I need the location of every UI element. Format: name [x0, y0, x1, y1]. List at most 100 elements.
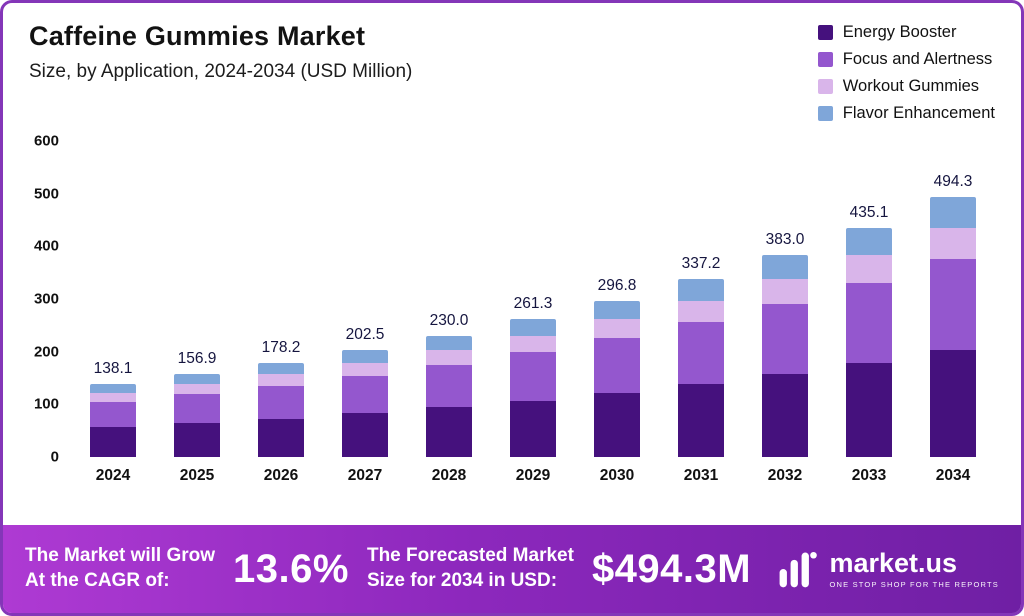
bar-stack[interactable] [846, 227, 892, 457]
segment-focus-and-alertness[interactable] [594, 338, 640, 393]
segment-flavor-enhancement[interactable] [90, 384, 136, 394]
cagr-label-line2: At the CAGR of: [25, 570, 170, 591]
segment-flavor-enhancement[interactable] [930, 196, 976, 228]
segment-energy-booster[interactable] [510, 400, 556, 457]
segment-focus-and-alertness[interactable] [426, 364, 472, 408]
x-axis-label: 2028 [431, 467, 467, 484]
forecast-label: The Forecasted Market Size for 2034 in U… [367, 544, 574, 593]
segment-energy-booster[interactable] [846, 363, 892, 457]
bar-2026[interactable]: 178.2 [250, 339, 312, 457]
legend-label: Energy Booster [842, 23, 957, 41]
segment-energy-booster[interactable] [258, 418, 304, 457]
segment-workout-gummies[interactable] [594, 319, 640, 339]
segment-flavor-enhancement[interactable] [426, 335, 472, 351]
legend-swatch-flavor-enhancement [817, 106, 833, 121]
bar-2025[interactable]: 156.9 [166, 350, 228, 457]
segment-workout-gummies[interactable] [174, 384, 220, 395]
segment-workout-gummies[interactable] [90, 393, 136, 402]
segment-workout-gummies[interactable] [762, 279, 808, 304]
segment-focus-and-alertness[interactable] [90, 401, 136, 428]
segment-workout-gummies[interactable] [846, 255, 892, 283]
segment-energy-booster[interactable] [930, 350, 976, 457]
segment-energy-booster[interactable] [594, 392, 640, 457]
segment-flavor-enhancement[interactable] [678, 279, 724, 301]
segment-energy-booster[interactable] [90, 427, 136, 457]
x-axis-label: 2027 [347, 467, 383, 484]
bar-total-label: 337.2 [681, 255, 721, 273]
legend-label: Flavor Enhancement [842, 104, 995, 122]
segment-workout-gummies[interactable] [930, 227, 976, 260]
chart-legend: Energy Booster Focus and Alertness Workout… [817, 23, 995, 123]
segment-energy-booster[interactable] [762, 374, 808, 457]
segment-flavor-enhancement[interactable] [846, 227, 892, 256]
segment-workout-gummies[interactable] [426, 350, 472, 365]
bar-stack[interactable] [426, 335, 472, 457]
bar-stack[interactable] [762, 255, 808, 457]
legend-item-energy-booster[interactable]: Energy Booster [817, 23, 995, 42]
segment-energy-booster[interactable] [174, 423, 220, 457]
segment-workout-gummies[interactable] [510, 335, 556, 353]
bar-2028[interactable]: 230.0 [418, 312, 480, 457]
bar-stack[interactable] [594, 300, 640, 457]
bar-stack[interactable] [678, 279, 724, 457]
legend-swatch-energy-booster [817, 25, 833, 40]
segment-flavor-enhancement[interactable] [342, 350, 388, 364]
bar-2033[interactable]: 435.1 [838, 204, 900, 457]
segment-workout-gummies[interactable] [678, 300, 724, 323]
y-tick-label: 200 [33, 343, 59, 361]
bar-2032[interactable]: 383.0 [754, 231, 816, 457]
segment-flavor-enhancement[interactable] [510, 319, 556, 336]
segment-energy-booster[interactable] [342, 413, 388, 457]
chart-area: 0 100 200 300 400 500 600 138.1 156.9 178.2 202.5… [3, 109, 1021, 525]
bar-2030[interactable]: 296.8 [586, 277, 648, 457]
segment-focus-and-alertness[interactable] [510, 352, 556, 401]
forecast-value: $494.3M [591, 546, 752, 591]
bar-2034[interactable]: 494.3 [922, 173, 984, 457]
segment-energy-booster[interactable] [678, 384, 724, 457]
bar-total-label: 156.9 [177, 350, 217, 368]
legend-item-focus-and-alertness[interactable]: Focus and Alertness [817, 50, 995, 69]
segment-focus-and-alertness[interactable] [762, 303, 808, 375]
y-tick-label: 100 [33, 395, 59, 413]
legend-item-workout-gummies[interactable]: Workout Gummies [817, 77, 995, 96]
segment-energy-booster[interactable] [426, 407, 472, 457]
bar-2031[interactable]: 337.2 [670, 255, 732, 457]
bar-stack[interactable] [258, 363, 304, 457]
segment-flavor-enhancement[interactable] [594, 300, 640, 320]
bar-stack[interactable] [90, 384, 136, 457]
bar-stack[interactable] [342, 350, 388, 457]
cagr-value: 13.6% [233, 546, 349, 591]
bar-2029[interactable]: 261.3 [502, 295, 564, 457]
segment-focus-and-alertness[interactable] [930, 259, 976, 351]
page-subtitle: Size, by Application, 2024-2034 (USD Mil… [29, 61, 413, 82]
bar-total-label: 296.8 [597, 276, 637, 294]
bar-stack[interactable] [510, 319, 556, 457]
bar-stack[interactable] [930, 196, 976, 457]
segment-focus-and-alertness[interactable] [174, 394, 220, 424]
segment-focus-and-alertness[interactable] [846, 282, 892, 364]
legend-item-flavor-enhancement[interactable]: Flavor Enhancement [817, 104, 995, 123]
segment-focus-and-alertness[interactable] [342, 375, 388, 414]
segment-workout-gummies[interactable] [342, 363, 388, 376]
segment-flavor-enhancement[interactable] [258, 363, 304, 375]
brand-tagline: ONE STOP SHOP FOR THE REPORTS [829, 580, 999, 590]
brand-logo[interactable]: market.us ONE STOP SHOP FOR THE REPORTS [775, 547, 999, 591]
x-axis-label: 2025 [179, 467, 215, 484]
footer-banner: The Market will Grow At the CAGR of: 13.… [3, 525, 1021, 613]
bar-stack[interactable] [174, 374, 220, 457]
segment-flavor-enhancement[interactable] [174, 374, 220, 385]
segment-focus-and-alertness[interactable] [678, 322, 724, 385]
y-tick-label: 0 [50, 448, 59, 466]
x-axis-label: 2034 [935, 467, 971, 484]
segment-workout-gummies[interactable] [258, 374, 304, 386]
forecast-label-line1: The Forecasted Market [366, 545, 574, 567]
segment-flavor-enhancement[interactable] [762, 255, 808, 280]
bar-2024[interactable]: 138.1 [82, 360, 144, 457]
x-axis: 2024 2025 2026 2027 2028 2029 2030 2031 2032 2033… [13, 467, 995, 485]
bar-2027[interactable]: 202.5 [334, 326, 396, 457]
segment-focus-and-alertness[interactable] [258, 385, 304, 419]
x-axis-label: 2026 [263, 467, 299, 484]
forecast-label-line2: Size for 2034 in USD: [366, 570, 558, 591]
brand-text-block: market.us ONE STOP SHOP FOR THE REPORTS [829, 548, 999, 590]
x-axis-label: 2024 [95, 467, 131, 484]
